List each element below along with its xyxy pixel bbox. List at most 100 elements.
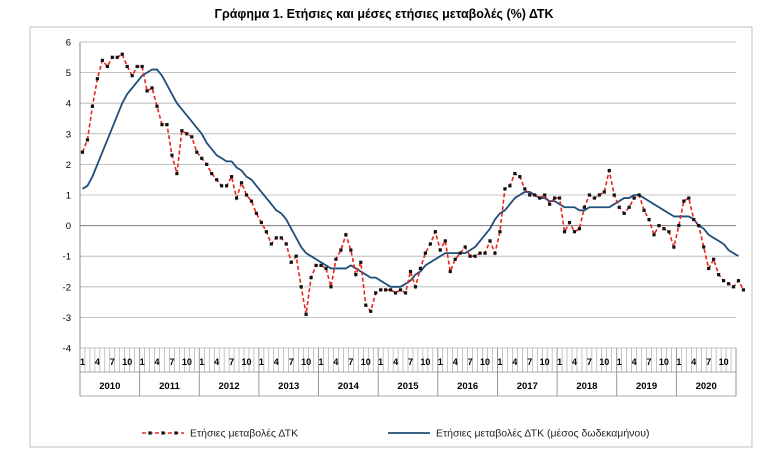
data-point bbox=[632, 196, 636, 200]
x-month-label: 10 bbox=[241, 357, 251, 367]
data-point bbox=[279, 236, 283, 240]
data-point bbox=[90, 104, 95, 108]
x-month-label: 10 bbox=[659, 357, 669, 367]
data-point bbox=[95, 77, 99, 81]
legend-marker bbox=[161, 431, 165, 435]
data-point bbox=[602, 190, 606, 194]
data-point bbox=[548, 202, 552, 206]
x-month-label: 7 bbox=[408, 357, 413, 367]
data-point bbox=[612, 193, 616, 197]
x-month-label: 4 bbox=[95, 357, 100, 367]
data-point bbox=[652, 233, 656, 237]
data-point bbox=[364, 303, 368, 307]
x-month-label: 1 bbox=[80, 357, 85, 367]
data-point bbox=[120, 52, 124, 56]
data-point bbox=[498, 230, 502, 234]
data-point bbox=[483, 251, 487, 255]
data-point bbox=[344, 233, 348, 237]
data-point bbox=[582, 205, 587, 209]
data-point bbox=[334, 257, 338, 261]
x-month-label: 7 bbox=[647, 357, 652, 367]
x-month-label: 7 bbox=[229, 357, 234, 367]
x-month-label: 1 bbox=[199, 357, 204, 367]
x-month-label: 4 bbox=[632, 357, 637, 367]
data-point bbox=[115, 55, 119, 59]
data-point bbox=[567, 220, 572, 225]
data-point bbox=[721, 279, 726, 283]
y-tick-label: 0 bbox=[66, 221, 71, 232]
data-point bbox=[150, 86, 154, 90]
x-month-label: 4 bbox=[572, 357, 577, 367]
data-point bbox=[215, 178, 219, 182]
data-point bbox=[726, 282, 731, 286]
x-month-label: 10 bbox=[719, 357, 729, 367]
x-year-label: 2010 bbox=[99, 381, 120, 392]
data-point bbox=[80, 150, 85, 154]
chart-frame bbox=[29, 26, 753, 448]
x-month-label: 7 bbox=[289, 357, 294, 367]
x-year-label: 2019 bbox=[636, 381, 657, 392]
x-year-label: 2020 bbox=[696, 381, 717, 392]
x-year-label: 2015 bbox=[397, 381, 419, 392]
data-point bbox=[210, 171, 214, 176]
x-month-label: 4 bbox=[155, 357, 160, 367]
data-point bbox=[234, 196, 239, 200]
x-month-label: 1 bbox=[617, 357, 622, 367]
legend-marker bbox=[148, 431, 152, 435]
data-point bbox=[249, 199, 254, 203]
data-point bbox=[662, 227, 666, 231]
y-tick-label: 2 bbox=[66, 160, 71, 171]
data-point bbox=[741, 288, 746, 292]
x-month-label: 4 bbox=[333, 357, 338, 367]
x-month-label: 10 bbox=[361, 357, 371, 367]
data-point bbox=[438, 248, 442, 252]
data-point bbox=[100, 58, 104, 62]
data-point bbox=[731, 285, 736, 289]
data-point bbox=[428, 242, 432, 246]
data-point bbox=[254, 211, 259, 215]
data-point bbox=[692, 217, 696, 222]
x-year-label: 2012 bbox=[219, 381, 240, 392]
data-point bbox=[170, 153, 174, 157]
data-point bbox=[180, 129, 184, 133]
data-point bbox=[110, 55, 114, 59]
data-point bbox=[349, 248, 353, 252]
x-month-label: 1 bbox=[378, 357, 383, 367]
data-point bbox=[244, 193, 249, 197]
data-point bbox=[299, 285, 303, 289]
x-year-label: 2014 bbox=[338, 381, 360, 392]
data-point bbox=[717, 272, 721, 277]
x-month-label: 1 bbox=[259, 357, 264, 367]
data-point bbox=[607, 168, 611, 173]
data-point bbox=[140, 64, 144, 69]
data-point bbox=[155, 104, 159, 108]
data-point bbox=[533, 193, 537, 197]
series-line-average bbox=[82, 68, 739, 288]
data-point bbox=[562, 230, 567, 234]
data-point bbox=[736, 279, 741, 283]
data-point bbox=[587, 193, 591, 197]
y-tick-label: 1 bbox=[66, 191, 71, 202]
data-point bbox=[393, 291, 398, 295]
data-point bbox=[175, 171, 179, 176]
data-point bbox=[304, 312, 308, 316]
x-month-label: 1 bbox=[140, 357, 145, 367]
data-point bbox=[274, 236, 278, 240]
data-point bbox=[488, 239, 492, 243]
data-point bbox=[418, 266, 423, 271]
data-point bbox=[553, 196, 557, 200]
data-point bbox=[513, 171, 517, 176]
data-point bbox=[702, 245, 706, 249]
x-month-label: 1 bbox=[319, 357, 324, 367]
legend-marker bbox=[174, 431, 178, 435]
series-line-annual bbox=[81, 53, 745, 315]
data-point bbox=[130, 74, 134, 78]
legend-label-annual: Ετήσιες μεταβολές ΔΤΚ bbox=[190, 428, 298, 440]
data-point bbox=[165, 123, 169, 127]
x-month-label: 10 bbox=[122, 357, 132, 367]
data-point bbox=[403, 291, 408, 295]
y-tick-label: -1 bbox=[63, 252, 71, 263]
data-point bbox=[229, 175, 234, 179]
